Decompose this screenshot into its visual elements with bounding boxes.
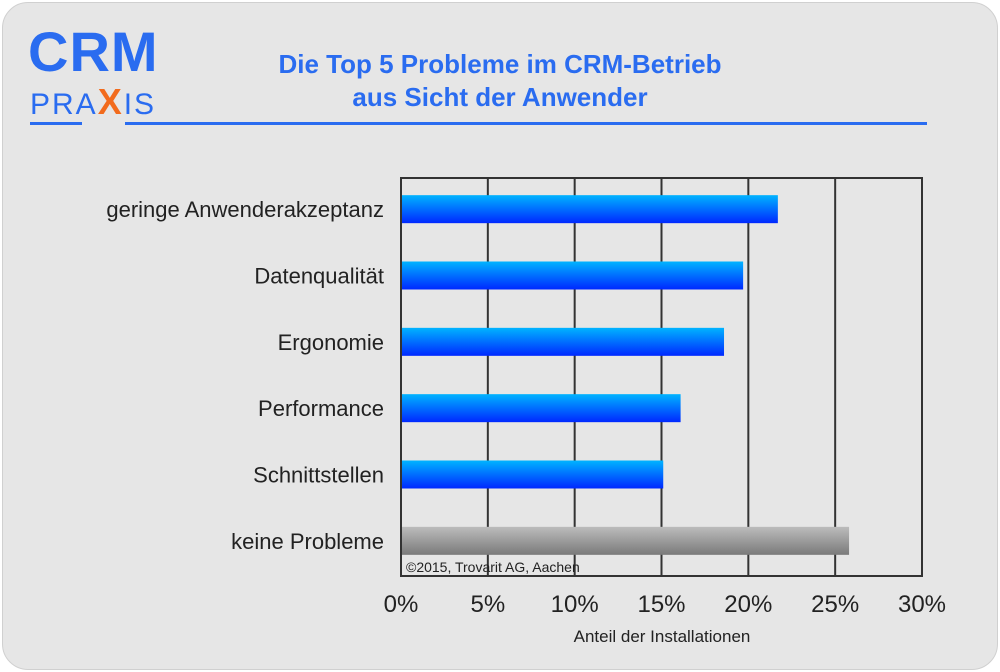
bar [402, 195, 778, 224]
logo-praxis: PRAXIS [30, 81, 157, 122]
x-tick-label: 5% [470, 591, 505, 618]
bar [402, 460, 664, 489]
category-label: Performance [258, 396, 384, 421]
x-tick-label: 15% [637, 591, 685, 618]
divider [30, 122, 82, 125]
chart-title: Die Top 5 Probleme im CRM-Betrieb aus Si… [200, 48, 800, 114]
bar [402, 261, 744, 290]
x-axis-label: Anteil der Installationen [574, 627, 751, 646]
copyright-annotation: ©2015, Trovarit AG, Aachen [406, 559, 580, 575]
x-tick-label: 10% [551, 591, 599, 618]
category-label: Schnittstellen [253, 463, 384, 488]
x-tick-label: 25% [811, 591, 859, 618]
x-tick-label: 0% [384, 591, 419, 618]
divider [125, 122, 927, 125]
title-line2: aus Sicht der Anwender [352, 82, 648, 112]
category-label: Datenqualität [254, 264, 384, 289]
bar [402, 327, 725, 356]
logo-crm: CRM [28, 20, 159, 83]
bar [402, 394, 681, 423]
category-label: Ergonomie [278, 330, 384, 355]
x-tick-label: 20% [724, 591, 772, 618]
category-label: geringe Anwenderakzeptanz [106, 197, 384, 222]
category-label: keine Probleme [231, 529, 384, 554]
x-tick-label: 30% [898, 591, 946, 618]
bar [402, 526, 850, 555]
title-line1: Die Top 5 Probleme im CRM-Betrieb [278, 49, 722, 79]
